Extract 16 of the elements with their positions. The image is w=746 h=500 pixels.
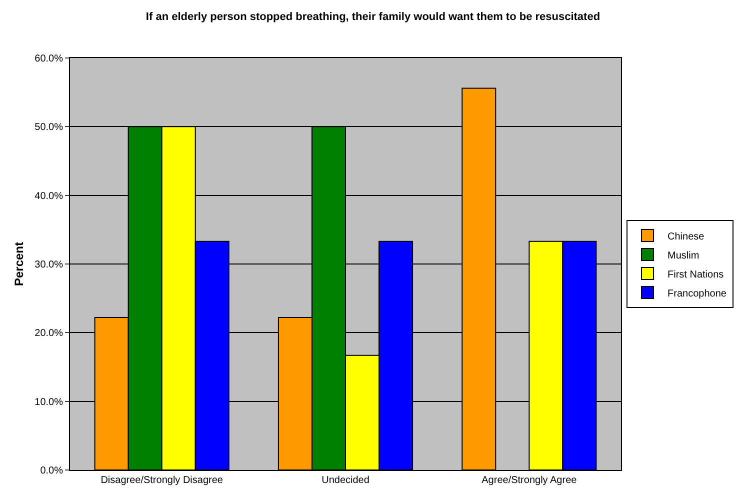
x-tick-label: Agree/Strongly Agree: [482, 475, 578, 486]
legend-label: Francophone: [668, 288, 727, 300]
y-tick-label: 50.0%: [34, 122, 64, 134]
y-tick-label: 40.0%: [34, 190, 64, 202]
y-tick-label: 10.0%: [34, 396, 64, 408]
legend-label: Muslim: [668, 250, 700, 262]
y-axis-title: Percent: [12, 242, 26, 286]
x-tick-label: Disagree/Strongly Disagree: [100, 475, 224, 486]
y-tick-label: 30.0%: [34, 260, 64, 270]
y-tick-label: 20.0%: [34, 328, 64, 340]
y-tick-label: 60.0%: [34, 54, 64, 64]
y-tick-label: 0.0%: [40, 466, 64, 476]
chart-title: If an elderly person stopped breathing, their family would want them to be resuscitated: [146, 11, 600, 24]
legend-label: Chinese: [668, 231, 705, 242]
legend-label: First Nations: [668, 269, 724, 280]
x-tick-label: Undecided: [322, 475, 370, 486]
